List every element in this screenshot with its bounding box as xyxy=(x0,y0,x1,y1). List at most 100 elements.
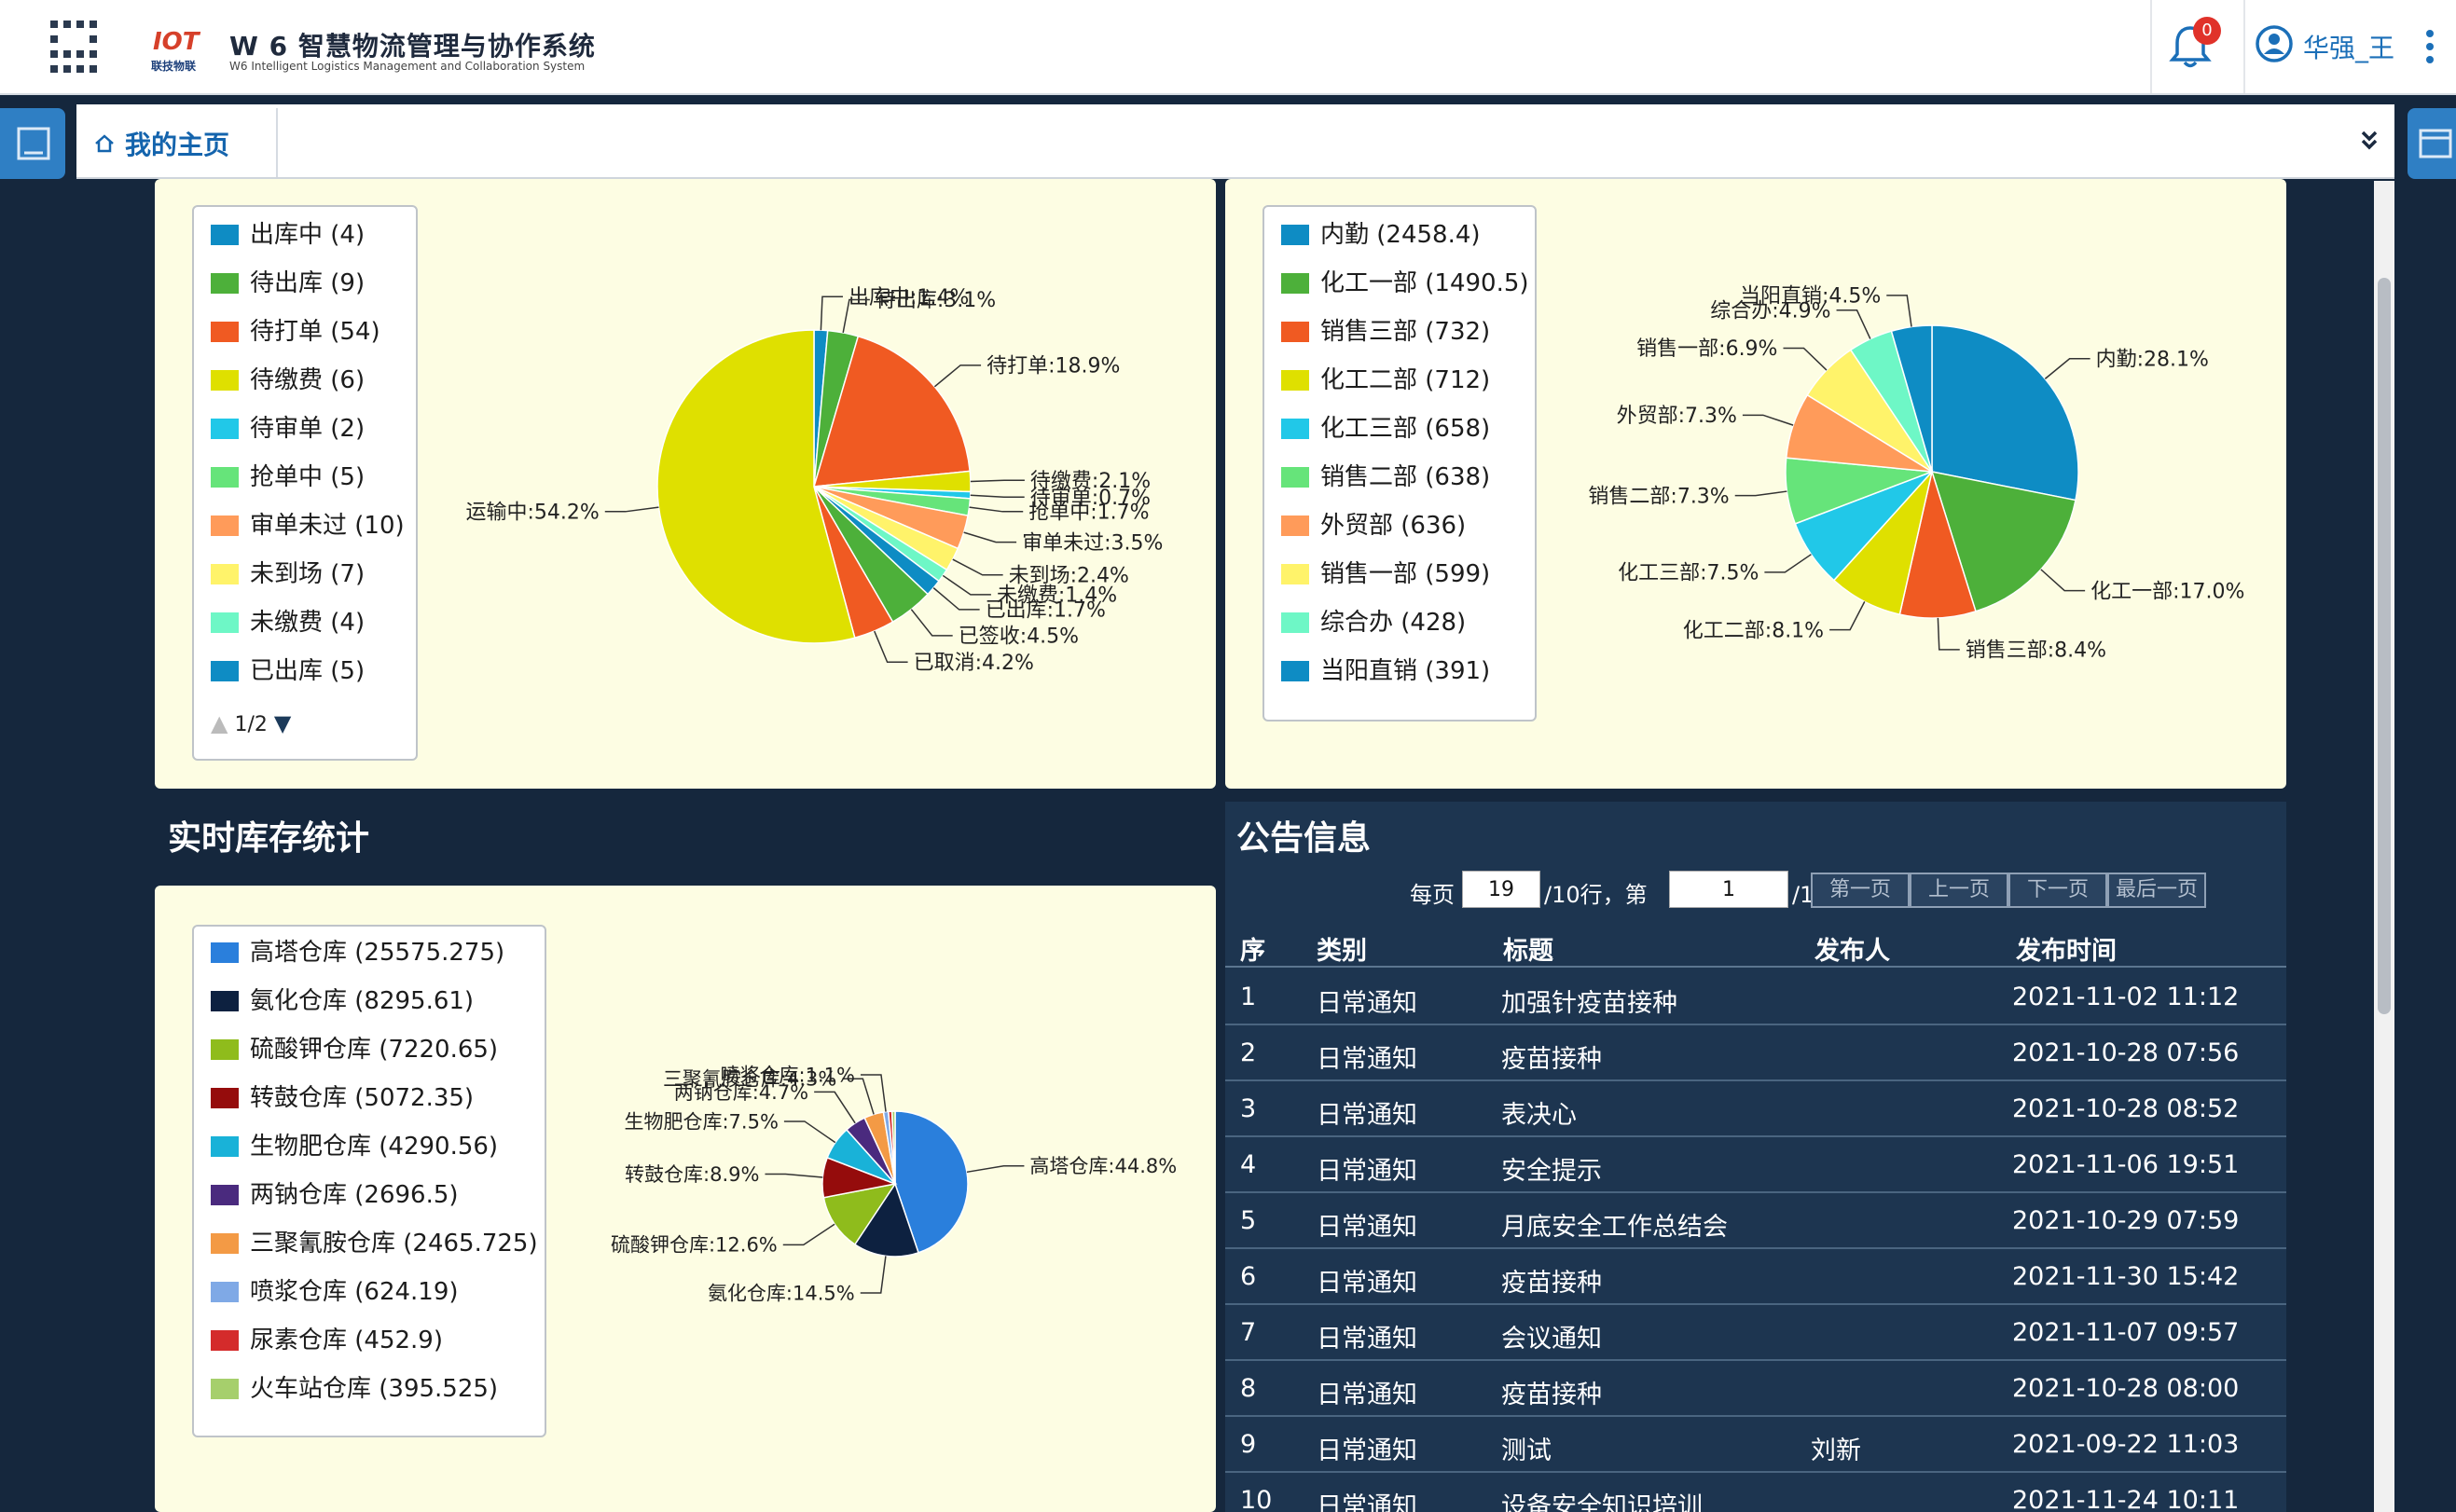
left-panel-toggle[interactable] xyxy=(0,108,65,179)
pie-label-line xyxy=(1836,309,1871,339)
logo-subtext: 联技物联 xyxy=(151,60,197,73)
pie-label-line xyxy=(604,506,659,513)
header-divider xyxy=(2243,0,2245,93)
pie-label: 已出库:1.7% xyxy=(986,599,1106,623)
pie-label: 待打单:18.9% xyxy=(987,355,1120,378)
table-row[interactable]: 3 日常通知 表决心 2021-10-28 08:52 xyxy=(1225,1081,2286,1137)
department-pie-chart: 内勤:28.1% 化工一部:17.0% 销售三部:8.4% 化工二部:8.1% 化工三部… xyxy=(1588,285,2244,663)
pie-slice[interactable] xyxy=(890,1110,896,1185)
first-page-button[interactable]: 第一页 xyxy=(1811,873,1910,908)
pie-label-line xyxy=(910,609,953,637)
pie-label-line xyxy=(963,531,1017,543)
per-page-label: 每页 xyxy=(1410,882,1455,908)
table-row[interactable]: 7 日常通知 会议通知 2021-11-07 09:57 xyxy=(1225,1305,2286,1361)
pie-label-line xyxy=(1886,295,1912,327)
company-logo: IOT 联技物联 xyxy=(149,28,216,75)
pie-label-line xyxy=(970,494,1025,498)
stock-panel: 高塔仓库 (25575.275) 氨化仓库 (8295.61) 硫酸钾仓库 (7… xyxy=(155,886,1216,1512)
legend-next-icon[interactable]: ▼ xyxy=(273,710,292,736)
col-time[interactable]: 发布时间 xyxy=(2016,937,2117,966)
pie-label-line xyxy=(874,630,908,664)
pie-label-line xyxy=(1829,601,1866,631)
page-scrollbar[interactable] xyxy=(2374,181,2394,1512)
chevron-double-down-icon[interactable] xyxy=(2355,127,2383,155)
more-options-icon[interactable] xyxy=(2424,28,2435,65)
apps-grid-icon[interactable] xyxy=(48,19,104,76)
table-row[interactable]: 5 日常通知 月底安全工作总结会 2021-10-29 07:59 xyxy=(1225,1193,2286,1249)
pie-label-line xyxy=(782,1223,835,1246)
table-row[interactable]: 9 日常通知 测试 刘新 2021-09-22 11:03 xyxy=(1225,1417,2286,1473)
pie-label: 化工一部:17.0% xyxy=(2090,580,2244,603)
scrollbar-thumb[interactable] xyxy=(2378,278,2391,1014)
pie-label-line xyxy=(1937,617,1960,651)
table-row[interactable]: 8 日常通知 疫苗接种 2021-10-28 08:00 xyxy=(1225,1361,2286,1417)
tab-home[interactable]: 我的主页 xyxy=(80,108,278,177)
pie-label-line xyxy=(1764,554,1812,573)
prev-page-button[interactable]: 上一页 xyxy=(1910,873,2008,908)
pie-label: 喷浆仓库:1.1% xyxy=(721,1064,855,1086)
table-row[interactable]: 4 日常通知 安全提示 2021-11-06 19:51 xyxy=(1225,1137,2286,1193)
pie-label: 审单未过:3.5% xyxy=(1022,531,1163,555)
pie-label: 化工三部:7.5% xyxy=(1618,562,1759,585)
pie-label-line xyxy=(860,1074,887,1112)
pie-slice[interactable] xyxy=(1930,471,2077,612)
pie-label: 高塔仓库:44.8% xyxy=(1029,1155,1177,1177)
system-title: W 6 智慧物流管理与协作系统 xyxy=(229,31,596,62)
pie-label-line xyxy=(932,587,980,611)
pie-slice[interactable] xyxy=(812,335,972,488)
next-page-button[interactable]: 下一页 xyxy=(2008,873,2107,908)
pie-label-line xyxy=(1783,347,1828,371)
department-panel: 内勤 (2458.4) 化工一部 (1490.5) 销售三部 (732) 化工二… xyxy=(1225,179,2286,789)
page-number-input[interactable]: 1 xyxy=(1669,871,1788,908)
stock-section-title: 实时库存统计 xyxy=(168,819,370,858)
pie-label-line xyxy=(765,1173,823,1178)
logo-text: IOT xyxy=(153,28,200,56)
pie-label: 待缴费:2.1% xyxy=(1030,470,1151,493)
table-row[interactable]: 6 日常通知 疫苗接种 2021-11-30 15:42 xyxy=(1225,1249,2286,1305)
tab-home-label: 我的主页 xyxy=(125,130,230,160)
pie-label-line xyxy=(1734,490,1787,497)
table-row[interactable]: 1 日常通知 加强针疫苗接种 2021-11-02 11:12 xyxy=(1225,969,2286,1025)
pie-label: 运输中:54.2% xyxy=(465,502,599,525)
notice-pager: 每页 19 /10行，第 1 /1页 第一页 上一页 下一页 最后一页 xyxy=(1225,867,2286,914)
col-category[interactable]: 类别 xyxy=(1317,937,1367,966)
user-avatar-icon[interactable] xyxy=(2255,24,2294,63)
col-author[interactable]: 发布人 xyxy=(1814,937,1890,966)
table-row[interactable]: 10 日常通知 设备安全知识培训 2021-11-24 10:11 xyxy=(1225,1473,2286,1512)
pie-label-line xyxy=(1742,414,1794,426)
status-legend: 出库中 (4) 待出库 (9) 待打单 (54) 待缴费 (6) 待审单 (2)… xyxy=(192,205,418,761)
tab-bar: 我的主页 xyxy=(76,104,2394,179)
window-icon xyxy=(2419,129,2452,158)
table-row[interactable]: 2 日常通知 疫苗接种 2021-10-28 07:56 xyxy=(1225,1025,2286,1081)
pie-label-line xyxy=(814,1091,856,1124)
stock-legend: 高塔仓库 (25575.275) 氨化仓库 (8295.61) 硫酸钾仓库 (7… xyxy=(192,925,546,1437)
order-status-panel: 出库中 (4) 待出库 (9) 待打单 (54) 待缴费 (6) 待审单 (2)… xyxy=(155,179,1216,789)
notice-table: 序 类别 标题 发布人 发布时间 1 日常通知 加强针疫苗接种 2021-11-02 … xyxy=(1225,921,2286,1512)
last-page-button[interactable]: 最后一页 xyxy=(2107,873,2206,908)
col-no[interactable]: 序 xyxy=(1240,937,1265,966)
table-header-row: 序 类别 标题 发布人 发布时间 xyxy=(1225,921,2286,968)
dept-legend: 内勤 (2458.4) 化工一部 (1490.5) 销售三部 (732) 化工二… xyxy=(1262,205,1537,722)
pie-label: 销售三部:8.4% xyxy=(1966,639,2106,663)
pie-label: 化工二部:8.1% xyxy=(1683,619,1824,642)
per-page-input[interactable]: 19 xyxy=(1462,871,1540,908)
legend-prev-icon[interactable]: ▲ xyxy=(211,710,228,736)
pie-label: 出库中:1.4% xyxy=(849,286,969,309)
stock-pie-chart: 高塔仓库:44.8% 氨化仓库:14.5% 硫酸钾仓库:12.6% 转鼓仓库:8.9%… xyxy=(611,1064,1177,1304)
pie-label: 销售一部:6.9% xyxy=(1636,337,1777,361)
pie-label: 待审单:0.7% xyxy=(1030,487,1151,510)
notification-count-badge: 0 xyxy=(2193,17,2221,45)
user-name[interactable]: 华强_王 xyxy=(2303,33,2395,63)
pie-label: 销售二部:7.3% xyxy=(1588,485,1729,508)
pie-slice[interactable] xyxy=(822,1182,897,1246)
pie-label: 待出库:3.1% xyxy=(876,289,996,312)
pie-label: 未缴费:1.4% xyxy=(997,584,1117,608)
pie-slice[interactable] xyxy=(1890,324,1933,473)
rows-text: /10行，第 xyxy=(1544,882,1648,908)
col-title[interactable]: 标题 xyxy=(1503,937,1553,966)
pie-slice[interactable] xyxy=(656,329,856,644)
pie-slice[interactable] xyxy=(1931,324,2079,502)
right-panel-toggle[interactable] xyxy=(2408,108,2456,179)
pie-label-line xyxy=(820,296,843,331)
pie-label: 硫酸钾仓库:12.6% xyxy=(611,1234,778,1257)
